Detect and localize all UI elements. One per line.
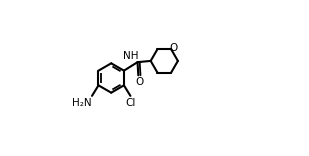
Text: H₂N: H₂N (72, 98, 91, 108)
Text: NH: NH (123, 51, 138, 61)
Text: Cl: Cl (125, 98, 136, 108)
Text: O: O (135, 78, 143, 88)
Text: O: O (170, 43, 178, 53)
